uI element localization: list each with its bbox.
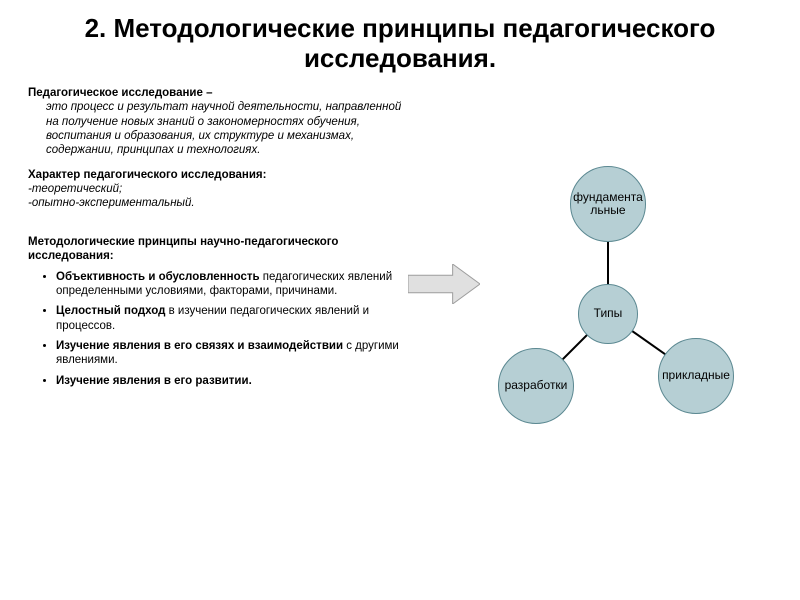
definition-text: это процесс и результат научной деятельн… <box>28 100 408 158</box>
diagram-node-outer-2: прикладные <box>658 338 734 414</box>
slide-title: 2. Методологические принципы педагогичес… <box>0 0 800 82</box>
principle-bold: Объективность и обусловленность <box>56 271 260 283</box>
content-row: Педагогическое исследование – это процес… <box>0 82 800 394</box>
diagram-node-center: Типы <box>578 284 638 344</box>
character-heading: Характер педагогического исследования: <box>28 168 408 182</box>
list-item: Изучение явления в его связях и взаимоде… <box>56 339 408 368</box>
principle-bold: Целостный подход <box>56 305 165 317</box>
principle-bold: Изучение явления в его развитии. <box>56 375 252 387</box>
text-column: Педагогическое исследование – это процес… <box>28 86 408 394</box>
diagram-node-outer-1: разработки <box>498 348 574 424</box>
list-item: Изучение явления в его развитии. <box>56 374 408 388</box>
arrow-icon <box>408 264 480 304</box>
principles-heading: Методологические принципы научно-педагог… <box>28 235 408 264</box>
character-item-1: -опытно-экспериментальный. <box>28 196 408 210</box>
principle-bold: Изучение явления в его связях и взаимоде… <box>56 340 343 352</box>
list-item: Целостный подход в изучении педагогическ… <box>56 304 408 333</box>
diagram-node-outer-0: фундаментальные <box>570 166 646 242</box>
list-item: Объективность и обусловленность педагоги… <box>56 270 408 299</box>
diagram-region: фундаментальныеразработкиприкладныеТипы <box>408 86 782 394</box>
definition-label: Педагогическое исследование – <box>28 87 212 99</box>
definition-block: Педагогическое исследование – это процес… <box>28 86 408 158</box>
character-item-0: -теоретический; <box>28 182 408 196</box>
principles-list: Объективность и обусловленность педагоги… <box>28 270 408 389</box>
